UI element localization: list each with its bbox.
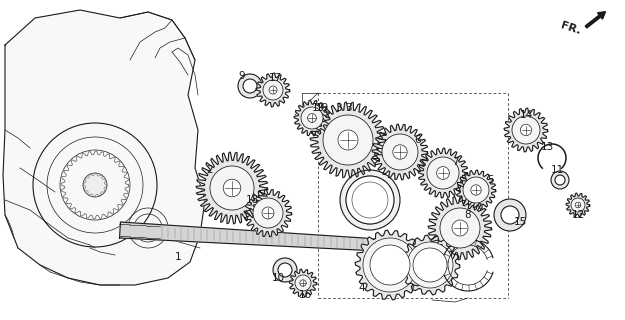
Text: 14: 14 <box>519 110 532 120</box>
Circle shape <box>501 206 519 224</box>
Circle shape <box>83 173 107 197</box>
Circle shape <box>575 202 581 208</box>
Text: 6: 6 <box>415 135 421 145</box>
Circle shape <box>471 185 481 195</box>
Polygon shape <box>355 230 425 300</box>
Text: 2: 2 <box>207 165 213 175</box>
Polygon shape <box>289 269 317 297</box>
Text: 3: 3 <box>335 103 341 113</box>
Polygon shape <box>504 108 548 152</box>
Text: 12: 12 <box>571 210 584 220</box>
Circle shape <box>440 208 480 248</box>
Text: 1: 1 <box>175 252 181 262</box>
Text: 15: 15 <box>513 217 527 227</box>
Circle shape <box>352 182 388 218</box>
Circle shape <box>413 248 447 282</box>
Circle shape <box>346 176 394 224</box>
Circle shape <box>452 220 468 236</box>
Circle shape <box>300 280 306 286</box>
Text: FR.: FR. <box>559 20 582 36</box>
Text: 17: 17 <box>268 73 282 83</box>
Polygon shape <box>310 102 386 178</box>
Text: 11: 11 <box>551 165 564 175</box>
Polygon shape <box>3 10 205 285</box>
Polygon shape <box>294 100 330 136</box>
Text: 4: 4 <box>359 283 365 293</box>
Circle shape <box>295 275 311 291</box>
Polygon shape <box>566 193 590 217</box>
Circle shape <box>494 199 526 231</box>
Circle shape <box>269 86 277 94</box>
Text: 19: 19 <box>316 103 329 113</box>
Circle shape <box>571 198 585 212</box>
Circle shape <box>463 177 489 203</box>
Text: 3: 3 <box>345 103 351 113</box>
Circle shape <box>521 124 532 136</box>
Circle shape <box>340 170 400 230</box>
Circle shape <box>392 145 408 159</box>
Circle shape <box>346 176 394 224</box>
Polygon shape <box>428 196 492 260</box>
Text: 18: 18 <box>246 195 259 205</box>
Polygon shape <box>119 222 431 253</box>
Circle shape <box>210 166 254 210</box>
Circle shape <box>382 134 418 170</box>
Circle shape <box>253 198 283 228</box>
Circle shape <box>407 242 453 288</box>
Circle shape <box>301 107 323 129</box>
Circle shape <box>238 74 262 98</box>
Circle shape <box>437 167 449 180</box>
Circle shape <box>512 116 540 144</box>
Polygon shape <box>418 148 468 198</box>
Polygon shape <box>244 189 292 237</box>
Text: 9: 9 <box>239 71 245 81</box>
Circle shape <box>427 157 459 189</box>
Polygon shape <box>400 235 460 295</box>
Circle shape <box>262 207 274 219</box>
Circle shape <box>363 238 417 292</box>
Polygon shape <box>456 170 496 210</box>
Circle shape <box>278 263 292 277</box>
Circle shape <box>273 258 297 282</box>
FancyArrow shape <box>585 12 606 28</box>
Text: 5: 5 <box>487 175 493 185</box>
Circle shape <box>323 115 373 165</box>
Text: 13: 13 <box>541 142 554 152</box>
Circle shape <box>263 80 283 100</box>
Polygon shape <box>372 124 428 180</box>
Circle shape <box>338 130 358 150</box>
Circle shape <box>223 179 241 197</box>
Circle shape <box>370 245 410 285</box>
Text: 16: 16 <box>298 290 312 300</box>
Circle shape <box>243 79 257 93</box>
Text: 19: 19 <box>311 103 324 113</box>
Text: 8: 8 <box>465 210 471 220</box>
Polygon shape <box>196 152 268 224</box>
Circle shape <box>308 114 316 122</box>
Circle shape <box>551 171 569 189</box>
Circle shape <box>555 175 565 185</box>
Text: 10: 10 <box>271 273 284 283</box>
Polygon shape <box>256 73 290 107</box>
Text: 7: 7 <box>452 157 458 167</box>
